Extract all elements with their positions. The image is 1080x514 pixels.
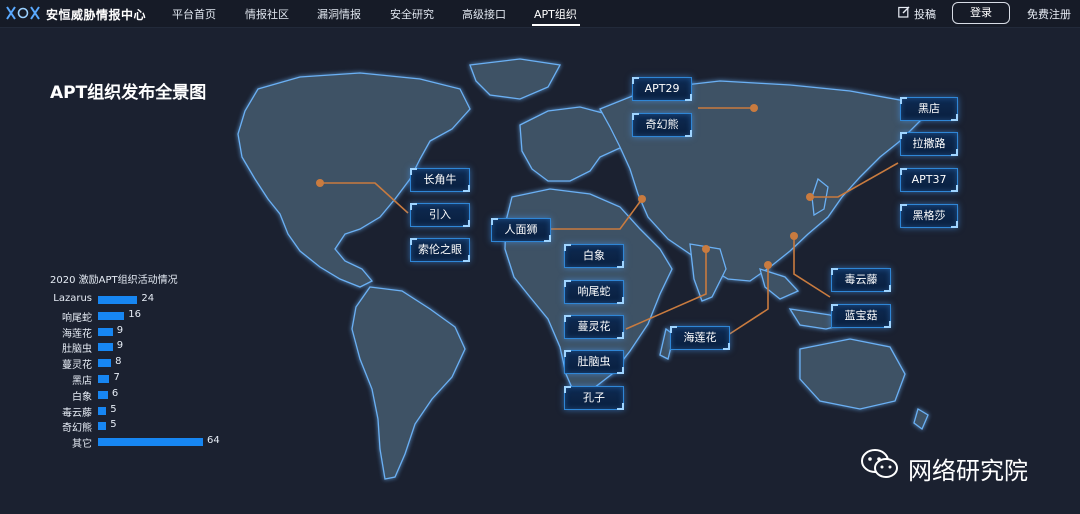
apt-label-longhorn[interactable]: 长角牛 xyxy=(410,168,470,192)
stat-row: 其它 64 xyxy=(30,435,260,451)
apt-label-eye-of-sauron[interactable]: 索伦之眼 xyxy=(410,238,470,262)
nav-apt-groups[interactable]: APT组织 xyxy=(534,8,577,21)
stat-row: Lazarus 24 xyxy=(30,293,260,307)
nav-vulnerability[interactable]: 漏洞情报 xyxy=(317,8,361,21)
apt-label-kimsuky[interactable]: 黑格莎 xyxy=(900,204,958,228)
stat-bar xyxy=(98,327,113,336)
apt-label-patchwork[interactable]: 白象 xyxy=(564,244,624,268)
stat-row: 响尾蛇 16 xyxy=(30,308,260,324)
edit-icon[interactable] xyxy=(898,6,910,18)
apt-label-confucius[interactable]: 孔子 xyxy=(564,386,624,410)
stat-bar xyxy=(98,296,138,304)
apt-label-lazarus[interactable]: 拉撒路 xyxy=(900,132,958,156)
stats-title: 2020 激励APT组织活动情况 xyxy=(50,275,178,286)
apt-label-bitter[interactable]: 蔓灵花 xyxy=(564,315,624,339)
stat-bar xyxy=(98,390,108,399)
stat-row: 肚脑虫 9 xyxy=(30,340,260,356)
stat-value: 64 xyxy=(206,435,220,447)
stat-row: 蔓灵花 8 xyxy=(30,356,260,372)
brand-name[interactable]: 安恒威胁情报中心 xyxy=(46,8,147,22)
stat-row: 奇幻熊 5 xyxy=(30,419,260,435)
nav-home[interactable]: 平台首页 xyxy=(172,8,216,21)
apt-label-apt37[interactable]: APT37 xyxy=(900,168,958,192)
contribute-link[interactable]: 投稿 xyxy=(914,8,936,21)
nav-advanced-api[interactable]: 高级接口 xyxy=(462,8,506,21)
nav-research[interactable]: 安全研究 xyxy=(390,8,434,21)
stat-bar xyxy=(98,375,110,383)
page-title: APT组织发布全景图 xyxy=(50,83,207,103)
stat-value: 6 xyxy=(111,387,119,399)
nav-community[interactable]: 情报社区 xyxy=(245,8,289,21)
apt-label-apt29[interactable]: APT29 xyxy=(632,77,692,101)
stat-bar xyxy=(98,422,107,431)
stat-value: 24 xyxy=(141,293,155,304)
stat-row: 白象 6 xyxy=(30,387,260,403)
apt-label-darkhotel[interactable]: 黑店 xyxy=(900,97,958,121)
stat-bar xyxy=(98,438,203,447)
stat-value: 8 xyxy=(115,356,122,368)
stat-bar xyxy=(98,359,112,368)
stat-row: 毒云藤 5 xyxy=(30,403,260,419)
apt-label-fancy-bear[interactable]: 奇幻熊 xyxy=(632,113,692,137)
stat-value: 5 xyxy=(110,403,117,415)
apt-label-donot[interactable]: 肚脑虫 xyxy=(564,350,624,374)
stat-row: 黑店 7 xyxy=(30,372,260,387)
stat-bar xyxy=(98,406,107,415)
apt-label-blue-mushroom[interactable]: 蓝宝菇 xyxy=(831,304,891,328)
stat-name: 白象 xyxy=(72,391,92,403)
apt-label-yinru[interactable]: 引入 xyxy=(410,203,470,227)
apt-label-oceanlotus[interactable]: 海莲花 xyxy=(670,326,730,350)
stat-value: 9 xyxy=(116,340,124,352)
apt-label-sidewinder[interactable]: 响尾蛇 xyxy=(564,280,624,304)
logo-icon xyxy=(6,6,40,20)
register-link[interactable]: 免费注册 xyxy=(1027,8,1071,21)
stat-value: 5 xyxy=(110,419,117,431)
stat-name: 奇幻熊 xyxy=(62,423,92,435)
watermark-text: 网络研究院 xyxy=(908,457,1028,485)
apt-label-poison-vine[interactable]: 毒云藤 xyxy=(831,268,891,292)
stat-name: 毒云藤 xyxy=(62,407,92,419)
stat-bar xyxy=(98,343,113,352)
stat-name: 其它 xyxy=(72,439,92,451)
stat-row: 海莲花 9 xyxy=(30,324,260,340)
stat-value: 9 xyxy=(116,324,124,336)
stat-bar xyxy=(98,311,125,320)
top-nav-bar: 安恒威胁情报中心 平台首页 情报社区 漏洞情报 安全研究 高级接口 APT组织 … xyxy=(0,0,1080,28)
stat-name: 肚脑虫 xyxy=(62,344,92,356)
wechat-icon xyxy=(861,449,898,478)
active-tab-indicator xyxy=(532,24,580,26)
stat-name: 蔓灵花 xyxy=(62,360,92,372)
stat-value: 16 xyxy=(128,308,141,320)
stat-name: 海莲花 xyxy=(62,328,92,340)
apt-label-sphinx[interactable]: 人面狮 xyxy=(491,218,551,242)
stat-name: 响尾蛇 xyxy=(62,312,92,324)
stat-value: 7 xyxy=(113,372,120,383)
stat-name: Lazarus xyxy=(53,293,92,304)
login-button[interactable]: 登录 xyxy=(952,2,1010,24)
stat-name: 黑店 xyxy=(72,376,92,387)
